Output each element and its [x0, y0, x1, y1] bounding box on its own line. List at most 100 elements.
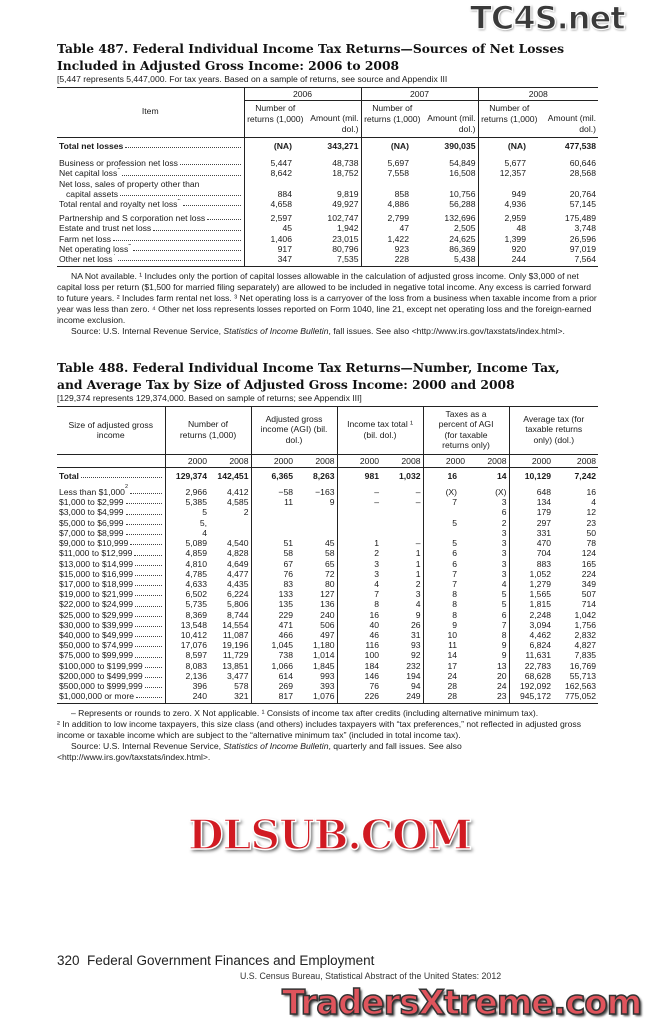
- value-cell: [381, 507, 423, 517]
- table-row: Net loss, sales of property other than: [57, 178, 598, 189]
- row-label-text: Less than $1,000: [59, 487, 125, 498]
- value-cell: 6,824: [508, 640, 554, 651]
- row-label: Net capital loss 1: [57, 168, 244, 178]
- value-cell: 127: [320, 589, 335, 600]
- value-cell: 100: [336, 650, 382, 661]
- value-cell: 14,554: [222, 619, 249, 630]
- value-cell: 5: [164, 507, 209, 518]
- value-cell: 1: [415, 568, 421, 579]
- value-cell: 5,735: [164, 599, 209, 610]
- value-cell: 1,076: [313, 691, 335, 702]
- value-cell: 76: [336, 680, 382, 692]
- value-cell: 4,936: [477, 199, 540, 210]
- value-cell: 4,828: [226, 548, 249, 559]
- col-number-of-returns: Number of returns (1,000): [360, 100, 423, 138]
- label-with-leader: $11,000 to $12,999: [59, 548, 163, 558]
- value-cell: 2: [415, 578, 421, 589]
- value-cell: 80,796: [332, 243, 359, 254]
- value-cell: 6,365: [250, 467, 295, 485]
- table-row: $1,000,000 or more 240 321 817 1,076 226 249 28…: [57, 691, 598, 704]
- row-label: $17,000 to $18,999: [57, 579, 165, 589]
- dot-leader: [135, 640, 162, 648]
- dot-leader: [135, 559, 162, 566]
- row-label-text: Total net losses: [59, 141, 124, 151]
- table-row: Other net loss 4 347 7,535 228 5,438 244 7,564: [57, 254, 598, 267]
- value-cell: [295, 507, 337, 517]
- value-cell: 5,385: [164, 497, 209, 508]
- row-label: $1,000 to $2,999: [57, 497, 165, 507]
- value-cell: 7,242: [574, 470, 597, 481]
- value-cell: 40: [336, 619, 382, 630]
- footnote-ref: 2: [124, 484, 129, 491]
- value-cell: 11,729: [222, 650, 249, 661]
- value-cell: 4,886: [360, 199, 423, 210]
- value-cell: 738: [250, 650, 295, 661]
- value-cell: 3: [501, 558, 507, 569]
- value-cell: 23: [586, 517, 597, 528]
- label-with-leader: capital assets: [66, 189, 242, 199]
- table-row: Partnership and S corporation net loss 2,…: [57, 209, 598, 224]
- year-header: 2008: [229, 455, 249, 466]
- table-487-notes: NA Not available. ¹ Includes only the po…: [57, 271, 598, 336]
- value-cell: 1,032: [399, 470, 421, 481]
- value-cell: 4,649: [226, 558, 249, 569]
- label-with-leader: Total net losses: [59, 141, 242, 151]
- table-row: $1,000 to $2,999 5,385 4,585 11 9– –7 3 134 4: [57, 497, 598, 508]
- value-cell: 5,438: [453, 254, 476, 265]
- column-group-header: Adjusted gross income (AGI) (bil. dol.): [250, 406, 338, 455]
- value-cell: 1,279: [508, 578, 554, 590]
- row-label: $5,000 to $6,999: [57, 518, 165, 528]
- value-cell: 93: [410, 640, 421, 651]
- value-cell: 923: [360, 243, 423, 255]
- value-cell: 45: [324, 538, 335, 549]
- row-label-text: $75,000 to $99,999: [59, 650, 134, 661]
- tc4s-watermark-logo: TC4S.net: [469, 0, 626, 37]
- value-cell: [336, 527, 382, 539]
- value-cell: 2,248: [508, 609, 554, 620]
- table-row: $22,000 to $24,999 5,735 5,806 135 136 8 4 8 5 1,…: [57, 599, 598, 610]
- value-cell: 4,810: [164, 558, 209, 569]
- value-cell: 57,145: [569, 199, 596, 210]
- value-cell: 229: [250, 609, 295, 620]
- value-cell: 2: [336, 548, 382, 559]
- row-label: $200,000 to $499,999: [57, 671, 165, 681]
- col-amount: Amount (mil. dol.): [547, 113, 596, 134]
- value-cell: 2,799: [360, 209, 423, 224]
- value-cell: 4,633: [164, 578, 209, 590]
- label-with-leader: $40,000 to $49,999: [59, 630, 163, 640]
- value-cell: 20: [496, 670, 507, 681]
- value-cell: 12,357: [477, 168, 540, 179]
- table-488-source: Source: U.S. Internal Revenue Service, S…: [57, 741, 598, 763]
- label-with-leader: Net capital loss 1: [59, 168, 242, 178]
- value-cell: 8: [422, 599, 468, 610]
- row-label-text: $200,000 to $499,999: [59, 670, 143, 681]
- table-row: $25,000 to $29,999 8,369 8,744 229 240 16 9 8 6 2…: [57, 609, 598, 620]
- row-label: $13,000 to $14,999: [57, 559, 165, 569]
- row-label-text: $19,000 to $21,999: [59, 589, 134, 600]
- value-cell: 2,966: [164, 484, 209, 498]
- value-cell: 471: [250, 619, 295, 630]
- table-487-subtitle: [5,447 represents 5,447,000. For tax yea…: [57, 74, 448, 84]
- value-cell: 9: [329, 497, 335, 508]
- table-row: Net operating loss 3 917 80,796 923 86,369 920…: [57, 243, 598, 255]
- value-cell: [422, 507, 468, 518]
- empty-cell: [360, 178, 423, 189]
- label-with-leader: $19,000 to $21,999: [59, 589, 163, 599]
- dot-leader: [135, 610, 162, 617]
- value-cell: 8,744: [226, 609, 249, 620]
- row-label: $40,000 to $49,999: [57, 630, 165, 640]
- dot-leader: [134, 548, 162, 556]
- value-cell: 24: [496, 680, 507, 691]
- value-cell: 249: [406, 691, 421, 702]
- value-cell: 3,094: [508, 619, 554, 630]
- value-cell: 5: [422, 517, 468, 528]
- value-cell: 3,477: [226, 670, 249, 681]
- label-with-leader: $1,000 to $2,999: [59, 497, 163, 507]
- dot-leader: [153, 223, 241, 231]
- label-with-leader: $13,000 to $14,999: [59, 559, 163, 569]
- value-cell: 13: [496, 660, 507, 671]
- table-488-notes: – Represents or rounds to zero. X Not ap…: [57, 708, 598, 763]
- value-cell: 2,959: [477, 209, 540, 224]
- year-header-2008: 2008: [477, 87, 598, 101]
- value-cell: 8,642: [243, 168, 306, 179]
